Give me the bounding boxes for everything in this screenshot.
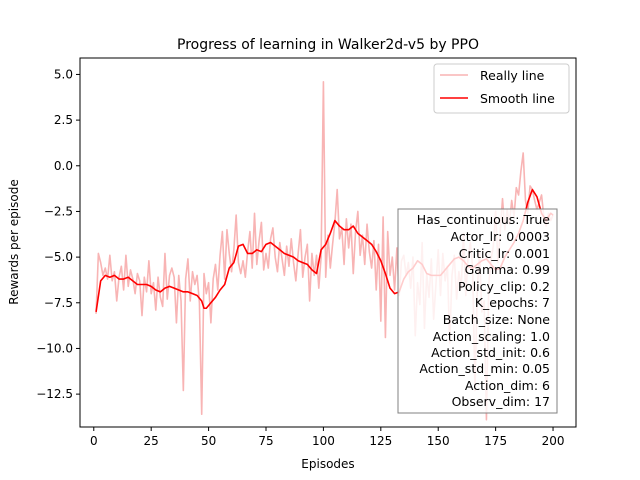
legend-box bbox=[433, 63, 570, 114]
hyperparameter-line: Observ_dim: 17 bbox=[452, 394, 550, 409]
chart-title: Progress of learning in Walker2d-v5 by P… bbox=[177, 37, 479, 53]
x-tick-label: 100 bbox=[312, 434, 335, 448]
hyperparameter-box: Has_continuous: True Actor_lr: 0.0003 Cr… bbox=[397, 208, 558, 414]
y-tick-label: 2.5 bbox=[54, 113, 73, 127]
y-tick-label: −7.5 bbox=[44, 296, 73, 310]
y-axis-label: Rewards per episode bbox=[7, 179, 21, 304]
hyperparameter-line: Actor_lr: 0.0003 bbox=[451, 229, 550, 244]
x-axis: 0 25 50 75 100 125 150 175 200 bbox=[90, 427, 565, 448]
x-tick-label: 75 bbox=[258, 434, 273, 448]
y-tick-label: −5.0 bbox=[44, 250, 73, 264]
hyperparameter-line: Critic_lr: 0.001 bbox=[459, 246, 550, 261]
hyperparameter-line: Has_continuous: True bbox=[417, 212, 551, 227]
y-tick-label: −12.5 bbox=[36, 387, 73, 401]
x-tick-label: 200 bbox=[542, 434, 565, 448]
axes-frame bbox=[79, 57, 577, 428]
hyperparameter-line: Batch_size: None bbox=[443, 312, 551, 327]
hyperparameter-line: Policy_clip: 0.2 bbox=[458, 279, 550, 294]
x-tick-label: 0 bbox=[90, 434, 98, 448]
y-tick-label: 5.0 bbox=[54, 67, 73, 81]
legend-label-really-line: Really line bbox=[480, 68, 545, 83]
y-tick-label: 0.0 bbox=[54, 159, 73, 173]
hyperparameter-line: Action_std_init: 0.6 bbox=[431, 345, 550, 360]
legend-label-smooth-line: Smooth line bbox=[480, 91, 555, 106]
x-tick-label: 150 bbox=[427, 434, 450, 448]
x-tick-label: 50 bbox=[201, 434, 216, 448]
hyperparameter-line: Gamma: 0.99 bbox=[465, 262, 550, 277]
x-tick-label: 125 bbox=[369, 434, 392, 448]
y-tick-label: −2.5 bbox=[44, 204, 73, 218]
x-axis-label: Episodes bbox=[301, 457, 354, 471]
hyperparameter-line: K_epochs: 7 bbox=[475, 295, 550, 310]
legend: Really line Smooth line bbox=[433, 63, 570, 114]
x-tick-label: 25 bbox=[144, 434, 159, 448]
hyperparameter-line: Action_dim: 6 bbox=[465, 378, 550, 393]
x-tick-label: 175 bbox=[484, 434, 507, 448]
y-tick-label: −10.0 bbox=[36, 341, 73, 355]
hyperparameter-box-frame bbox=[397, 208, 558, 414]
y-axis: 5.0 2.5 0.0 −2.5 −5.0 −7.5 −10.0 −12.5 bbox=[36, 67, 80, 401]
hyperparameter-line: Action_scaling: 1.0 bbox=[433, 329, 550, 344]
hyperparameter-line: Action_std_min: 0.05 bbox=[419, 361, 550, 376]
